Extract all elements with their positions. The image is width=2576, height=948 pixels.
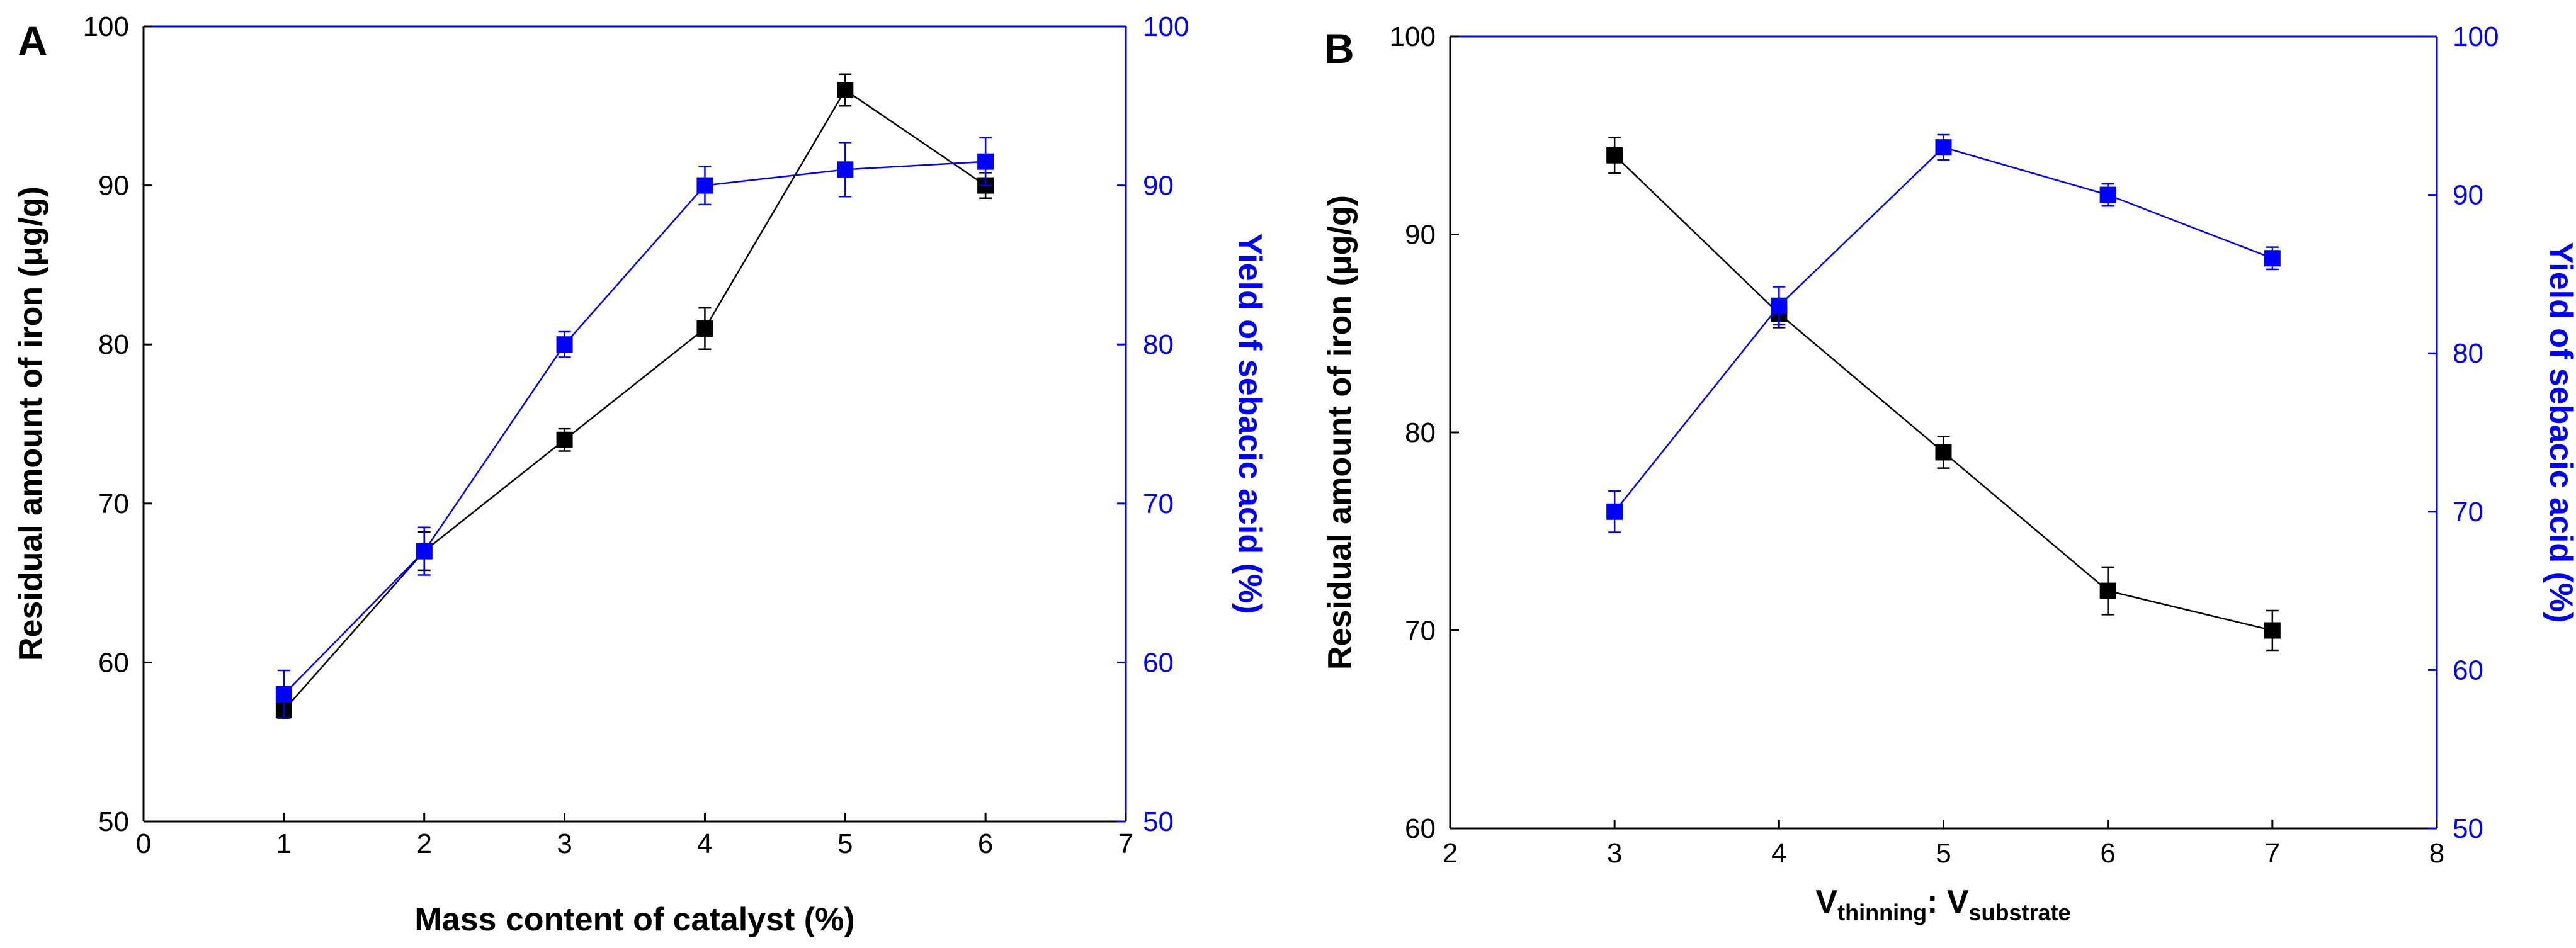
data-point-iron (556, 431, 573, 448)
series-line-iron (283, 89, 986, 711)
x-tick-label: 5 (1936, 838, 1951, 869)
x-tick-label: 2 (1443, 838, 1458, 869)
data-point-yield (275, 686, 292, 703)
x-tick-label: 6 (2100, 838, 2115, 869)
panel-b-series (1606, 133, 2281, 652)
left-y-tick-label: 70 (98, 488, 129, 519)
panel-b-label: B (1324, 25, 1354, 72)
left-y-tick-label: 80 (1405, 417, 1436, 448)
x-tick-label: 7 (1118, 828, 1133, 859)
x-tick-label: 5 (837, 828, 853, 859)
right-y-tick-label: 90 (1143, 171, 1174, 201)
panel-b: B 2 3 4 5 6 7 8 60 70 80 90 100 50 60 70 80 90 100 Vthi… (1322, 21, 2576, 925)
left-y-tick-label: 80 (98, 329, 129, 360)
x-tick-label: 1 (276, 828, 292, 859)
data-point-iron (1935, 444, 1952, 461)
left-y-tick-label: 90 (1405, 220, 1436, 251)
x-tick-label: 2 (416, 828, 431, 859)
data-point-yield (837, 161, 854, 178)
data-point-yield (1771, 297, 1788, 314)
data-point-yield (696, 177, 713, 194)
panel-a-x-ticks: 0 1 2 3 4 5 6 7 (136, 813, 1133, 859)
series-line-yield (283, 161, 986, 695)
data-point-yield (2099, 186, 2116, 203)
data-point-iron (696, 320, 713, 337)
data-point-iron (2099, 582, 2116, 599)
data-point-iron (2264, 622, 2281, 639)
data-point-yield (1935, 139, 1952, 156)
right-y-tick-label: 50 (2453, 813, 2483, 844)
left-y-tick-label: 100 (1390, 21, 1436, 52)
right-y-tick-label: 50 (1143, 806, 1174, 837)
data-point-iron (837, 82, 854, 99)
panel-a-right-y-axis-title: Yield of sebacic acid (%) (1232, 234, 1268, 614)
panel-a: A 0 1 2 3 4 5 6 7 50 60 70 80 90 100 50 60 70 80 90 100 M… (13, 11, 1268, 938)
panel-a-label: A (18, 18, 48, 64)
right-y-tick-label: 100 (1143, 11, 1189, 42)
x-title-main: V (1815, 884, 1837, 920)
left-y-tick-label: 70 (1405, 616, 1436, 646)
panel-b-x-ticks: 2 3 4 5 6 7 8 (1443, 820, 2444, 869)
panel-a-left-y-axis-title: Residual amount of iron (μg/g) (13, 186, 49, 661)
x-tick-label: 6 (978, 828, 993, 859)
right-y-tick-label: 90 (2453, 180, 2483, 211)
x-tick-label: 4 (1771, 838, 1786, 869)
right-y-tick-label: 60 (1143, 647, 1174, 678)
data-point-yield (556, 336, 573, 353)
panel-b-left-y-ticks: 60 70 80 90 100 (1390, 21, 1459, 844)
data-point-yield (2264, 250, 2281, 267)
panel-b-right-y-axis-title: Yield of sebacic acid (%) (2543, 242, 2576, 623)
panel-a-x-axis-title: Mass content of catalyst (%) (414, 901, 854, 938)
right-y-tick-label: 70 (1143, 488, 1174, 519)
panel-b-right-y-ticks: 50 60 70 80 90 100 (2428, 21, 2499, 844)
left-y-tick-label: 50 (98, 806, 129, 837)
left-y-tick-label: 60 (98, 647, 129, 678)
right-y-tick-label: 80 (1143, 329, 1174, 360)
data-point-yield (1606, 503, 1623, 520)
x-tick-label: 3 (557, 828, 572, 859)
x-tick-label: 0 (136, 828, 151, 859)
data-point-yield (416, 543, 433, 560)
left-y-tick-label: 60 (1405, 813, 1436, 844)
x-tick-label: 3 (1607, 838, 1622, 869)
x-tick-label: 8 (2429, 838, 2444, 869)
left-y-tick-label: 90 (98, 171, 129, 201)
panel-a-right-y-ticks: 50 60 70 80 90 100 (1117, 11, 1189, 837)
data-point-iron (1606, 147, 1623, 164)
panel-b-left-y-axis-title: Residual amount of iron (μg/g) (1322, 195, 1358, 670)
left-y-tick-label: 100 (83, 11, 129, 42)
right-y-tick-label: 70 (2453, 497, 2483, 528)
right-y-tick-label: 80 (2453, 338, 2483, 369)
data-point-yield (977, 153, 994, 170)
panel-a-left-y-ticks: 50 60 70 80 90 100 (83, 11, 152, 837)
x-title-sub-thinning: thinning (1837, 900, 1927, 925)
x-title-separator: : V (1927, 884, 1969, 920)
right-y-tick-label: 100 (2453, 21, 2499, 52)
x-title-sub-substrate: substrate (1969, 900, 2071, 925)
panel-b-x-axis-title: Vthinning: Vsubstrate (1815, 884, 2070, 925)
right-y-tick-label: 60 (2453, 655, 2483, 686)
series-line-iron (1614, 154, 2273, 631)
x-tick-label: 4 (697, 828, 712, 859)
x-tick-label: 7 (2265, 838, 2280, 869)
panel-a-series (275, 73, 994, 719)
